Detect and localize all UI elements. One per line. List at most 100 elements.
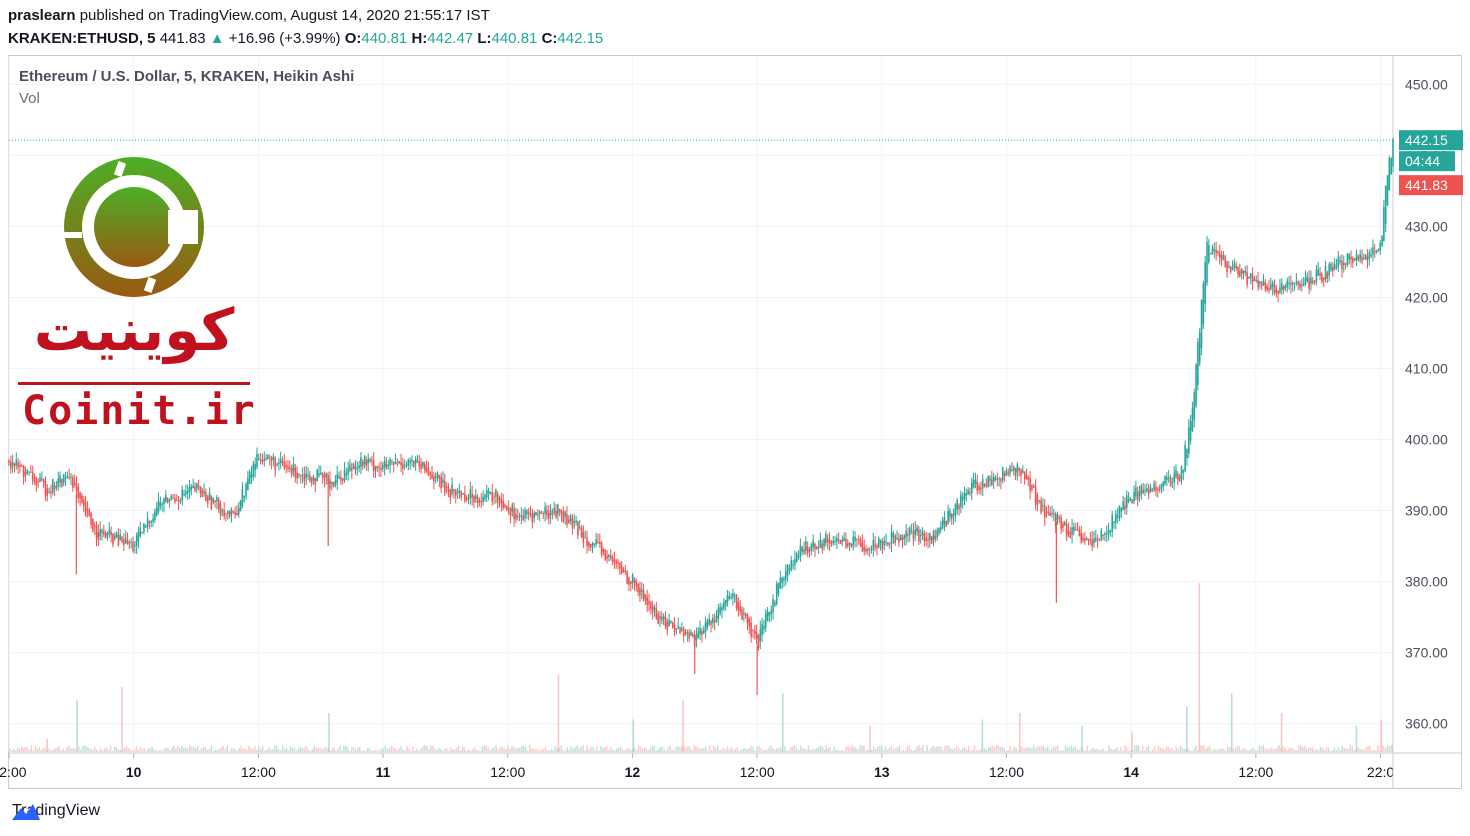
tradingview-footer[interactable]: TradingView [12, 802, 100, 820]
volume-bar [1100, 750, 1102, 752]
volume-bar [738, 750, 741, 752]
candle-body [451, 484, 453, 494]
volume-bar [291, 747, 294, 752]
volume-bar [1048, 750, 1051, 752]
candle-body [75, 483, 78, 491]
candle-body [121, 537, 123, 543]
volume-bar [392, 747, 395, 752]
volume-bar [414, 750, 416, 752]
volume-bar [1217, 749, 1219, 752]
candle-body [582, 532, 585, 543]
volume-bar [1288, 747, 1290, 752]
candle-body [444, 481, 446, 493]
volume-bar [952, 748, 954, 752]
candle-body [537, 513, 539, 515]
volume-bar [1211, 750, 1213, 752]
candle-body [834, 540, 836, 542]
candle-body [155, 507, 158, 516]
candle-body [639, 587, 641, 596]
candle-body [558, 509, 561, 512]
volume-bar [598, 750, 600, 752]
tradingview-logo-icon [12, 804, 40, 820]
volume-bar [445, 747, 448, 752]
volume-bar [1298, 745, 1300, 752]
candle-body [354, 466, 357, 471]
volume-bar [349, 750, 351, 752]
candle-body [516, 515, 519, 517]
volume-bar [194, 747, 197, 752]
candle-body [748, 618, 751, 627]
candle-body [225, 513, 227, 515]
candle-body [1014, 468, 1017, 477]
volume-bar [1367, 746, 1369, 752]
volume-bar [639, 746, 642, 752]
volume-bar [451, 749, 454, 752]
candle-body [715, 615, 718, 622]
volume-bar [853, 746, 855, 752]
volume-bar [1238, 746, 1241, 752]
candle-body [1373, 251, 1376, 253]
candle-body [1127, 499, 1130, 502]
candle-body [150, 520, 153, 523]
volume-bar [890, 745, 893, 752]
candle-body [1166, 476, 1168, 481]
volume-legend[interactable]: Vol [19, 90, 40, 107]
volume-bar [647, 749, 650, 752]
candle-body [1277, 291, 1279, 294]
candle-body [1306, 276, 1309, 282]
volume-bar [786, 750, 788, 752]
volume-bar [1335, 749, 1338, 752]
volume-bar [74, 748, 76, 752]
volume-bar [1039, 746, 1041, 752]
candle-body [721, 607, 723, 611]
volume-bar [1361, 749, 1363, 752]
volume-bar [682, 700, 684, 752]
candle-body [750, 622, 752, 637]
author-name[interactable]: praslearn [8, 7, 76, 24]
candle-body [1333, 263, 1336, 270]
candle-body [59, 475, 61, 483]
candle-body [679, 627, 681, 634]
candle-body [1251, 275, 1254, 282]
candle-body [743, 612, 745, 615]
volume-bar [1153, 746, 1156, 752]
volume-bar [129, 749, 132, 752]
volume-bar [975, 750, 978, 752]
volume-bar [659, 747, 661, 752]
time-tick-label: 11 [376, 764, 391, 780]
volume-bar [268, 747, 270, 752]
candle-body [690, 631, 692, 636]
candle-body [779, 577, 782, 589]
volume-bar [1296, 750, 1298, 752]
candle-body [236, 513, 238, 516]
volume-bar [1349, 745, 1352, 752]
volume-bar [758, 745, 760, 752]
volume-bar [993, 747, 996, 752]
candle-body [1262, 281, 1265, 285]
volume-bar [1082, 750, 1085, 752]
candle-body [39, 476, 41, 482]
candle-body [33, 476, 36, 479]
candle-body [163, 498, 165, 505]
candle-body [356, 467, 359, 469]
candle-body [1096, 539, 1099, 541]
candle-body [564, 511, 566, 517]
candle-body [1180, 466, 1183, 480]
candle-body [442, 479, 444, 483]
chart-legend-title[interactable]: Ethereum / U.S. Dollar, 5, KRAKEN, Heiki… [19, 68, 355, 85]
candle-body [132, 542, 134, 551]
candle-body [1177, 473, 1179, 480]
volume-bar [46, 739, 49, 752]
volume-bar [469, 750, 472, 752]
candle-body [722, 601, 725, 609]
candle-body [701, 631, 703, 636]
candle-body [502, 501, 504, 509]
price-tick-label: 360.00 [1405, 716, 1448, 732]
candle-body [788, 568, 791, 571]
volume-bar [995, 745, 998, 752]
candle-body [1275, 288, 1278, 294]
candle-body [916, 527, 918, 532]
candle-body [112, 533, 114, 545]
volume-bar [455, 747, 458, 752]
